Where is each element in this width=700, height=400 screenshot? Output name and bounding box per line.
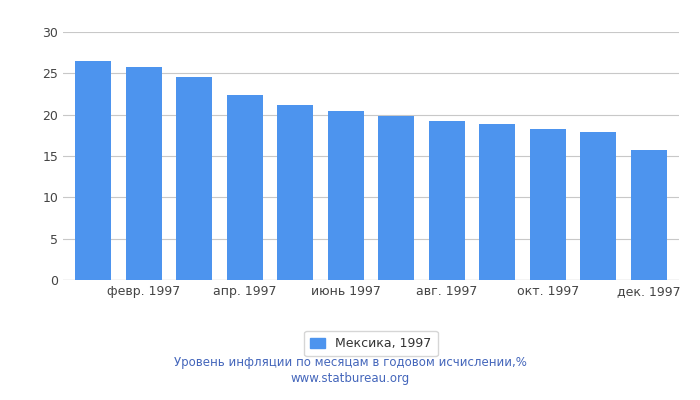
Legend: Мексика, 1997: Мексика, 1997 bbox=[304, 331, 438, 356]
Bar bbox=[125, 67, 162, 280]
Text: www.statbureau.org: www.statbureau.org bbox=[290, 372, 410, 385]
Bar bbox=[631, 150, 667, 280]
Bar bbox=[378, 116, 414, 280]
Bar bbox=[277, 105, 314, 280]
Bar bbox=[328, 111, 364, 280]
Bar bbox=[428, 121, 465, 280]
Text: Уровень инфляции по месяцам в годовом исчислении,%: Уровень инфляции по месяцам в годовом ис… bbox=[174, 356, 526, 369]
Bar bbox=[75, 61, 111, 280]
Bar bbox=[479, 124, 515, 280]
Bar bbox=[176, 78, 213, 280]
Bar bbox=[529, 129, 566, 280]
Bar bbox=[580, 132, 617, 280]
Bar bbox=[227, 95, 263, 280]
